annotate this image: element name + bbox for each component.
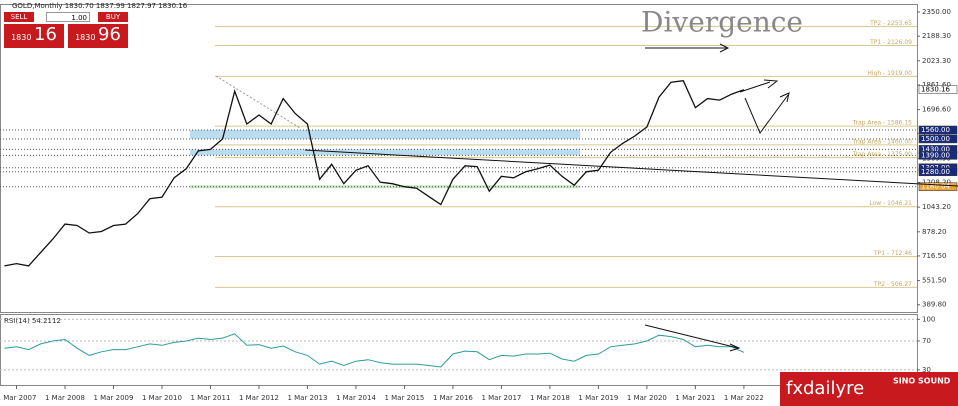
x-tick-label: 1 Mar 2008 <box>45 394 85 402</box>
level-label: TP1 - 712.46 <box>873 250 912 257</box>
y-tick-label: 716.50 <box>922 252 947 260</box>
watermark-bg <box>780 372 958 406</box>
buy-button[interactable]: BUY <box>98 12 128 22</box>
x-tick-label: 1 Mar 2020 <box>627 394 667 402</box>
level-label: Trap Area - 1460.00 <box>852 138 912 145</box>
y-tick-label: 30 <box>922 366 931 374</box>
zone <box>190 149 580 156</box>
x-tick-label: 1 Mar 2019 <box>578 394 618 402</box>
x-tick-label: 1 Mar 2022 <box>724 394 764 402</box>
x-tick-label: 1 Mar 2016 <box>433 394 473 402</box>
price-tag-label: 1830.16 <box>921 86 950 94</box>
rsi-panel <box>0 314 918 386</box>
y-tick-label: 70 <box>922 337 931 345</box>
watermark: SINO SOUND <box>893 377 951 386</box>
x-tick-label: 1 Mar 2010 <box>142 394 182 402</box>
price-tag-label: 1180.04 <box>921 183 950 191</box>
level-label: TP2 - 2253.65 <box>869 20 912 27</box>
level-label: Trap Area - 1586.15 <box>852 120 912 127</box>
price-tag-label: 1500.00 <box>921 135 950 143</box>
zone <box>190 129 580 139</box>
y-tick-label: 1043.20 <box>922 203 951 211</box>
x-tick-label: 1 Mar 2021 <box>675 394 715 402</box>
price-tag-label: 1430.00 <box>921 145 950 153</box>
x-tick-label: 1 Mar 2018 <box>530 394 570 402</box>
lot-input[interactable]: 1.00 <box>46 12 90 22</box>
x-tick-label: 1 Mar 2013 <box>287 394 327 402</box>
y-tick-label: 2188.30 <box>922 32 951 40</box>
price-tag-label: 1280.00 <box>921 168 950 176</box>
sell-button[interactable]: SELL <box>4 12 34 22</box>
y-tick-label: 1696.60 <box>922 106 951 114</box>
level-label: TP1 - 2126.09 <box>869 39 912 46</box>
chart-title: Divergence <box>641 6 803 39</box>
series-line <box>4 333 745 368</box>
y-tick-label: 2023.30 <box>922 57 951 65</box>
y-tick-label: 389.80 <box>922 301 947 309</box>
trade-panel: GOLD,Monthly 1830.70 1837.99 1827.97 183… <box>2 2 187 50</box>
y-tick-label: 100 <box>922 315 935 323</box>
ask-big: 96 <box>98 24 121 45</box>
price-tag-label: 1560.00 <box>921 126 950 134</box>
ask-box[interactable]: 1830 96 <box>68 24 128 48</box>
projection-arrow <box>739 79 779 93</box>
price-tag-label: 1390.00 <box>921 151 950 159</box>
price-tag <box>918 167 958 177</box>
level-label: Low - 1046.21 <box>869 200 912 207</box>
x-tick-label: 1 Mar 2009 <box>94 394 134 402</box>
x-tick-label: 1 Mar 2007 <box>0 394 36 402</box>
x-tick-label: 1 Mar 2017 <box>481 394 521 402</box>
price-tag <box>918 85 958 94</box>
price-tag <box>918 134 958 144</box>
level-label: High - 1919.00 <box>867 70 912 77</box>
level-label: Trap Area - 1375.00 <box>852 151 912 158</box>
trend-line <box>215 75 301 129</box>
ask-main: 1830 <box>75 33 96 42</box>
level-label: TP2 - 506.27 <box>873 281 912 288</box>
bid-main: 1830 <box>11 33 32 42</box>
divergence-arrow <box>645 43 730 53</box>
y-tick-label: 2350.00 <box>922 8 951 16</box>
price-tag <box>918 182 958 191</box>
y-tick-label: 551.50 <box>922 277 947 285</box>
y-tick-label: 878.20 <box>922 228 947 236</box>
divergence-arrow <box>644 324 741 352</box>
bid-box[interactable]: 1830 16 <box>4 24 64 48</box>
price-tag <box>918 125 958 135</box>
price-tag <box>918 151 958 160</box>
projection-arrow <box>744 92 790 134</box>
symbol-header: GOLD,Monthly 1830.70 1837.99 1827.97 183… <box>12 2 188 10</box>
x-tick-label: 1 Mar 2012 <box>239 394 279 402</box>
zone <box>190 185 580 189</box>
watermark: fxdailyre <box>786 378 864 399</box>
series-line <box>4 79 745 267</box>
trend-line <box>304 149 958 187</box>
x-tick-label: 1 Mar 2011 <box>190 394 230 402</box>
x-tick-label: 1 Mar 2015 <box>384 394 424 402</box>
bid-big: 16 <box>34 24 57 45</box>
y-tick-label: 1861.60 <box>922 81 951 89</box>
rsi-title: RSI(14) 54.2112 <box>4 317 61 325</box>
x-tick-label: 1 Mar 2014 <box>336 394 376 402</box>
